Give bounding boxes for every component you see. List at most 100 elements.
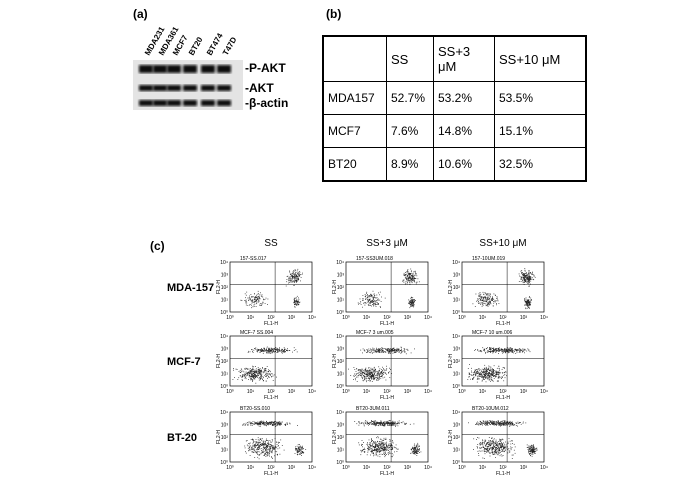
- dot: [377, 303, 379, 304]
- dot: [476, 381, 478, 383]
- dot: [502, 423, 503, 425]
- dot: [380, 441, 382, 443]
- dot: [504, 371, 506, 373]
- dot: [367, 295, 368, 297]
- dot: [478, 295, 480, 296]
- dot: [410, 278, 412, 279]
- dot: [483, 371, 484, 373]
- dot: [479, 420, 481, 422]
- dot: [498, 449, 500, 451]
- dot: [483, 421, 485, 422]
- dot: [271, 449, 273, 451]
- dot: [484, 440, 486, 442]
- dot: [498, 377, 500, 379]
- dot: [490, 448, 492, 449]
- dot: [371, 445, 373, 446]
- x-tick-label: 10¹: [363, 389, 371, 395]
- dot: [368, 350, 370, 352]
- dot: [484, 368, 485, 369]
- dot: [248, 450, 250, 452]
- dot: [474, 369, 476, 371]
- dot: [367, 445, 368, 447]
- dot: [494, 421, 496, 423]
- dot: [277, 453, 278, 455]
- dot: [494, 424, 496, 425]
- dot: [269, 453, 270, 455]
- dot: [492, 372, 493, 374]
- dot: [492, 441, 494, 443]
- dot: [269, 421, 271, 423]
- dot: [391, 445, 393, 446]
- dot: [524, 270, 526, 272]
- dot: [376, 451, 378, 453]
- dot: [495, 447, 496, 449]
- dot: [524, 348, 526, 350]
- dot: [244, 300, 246, 301]
- dot: [411, 449, 412, 451]
- dot: [366, 352, 367, 353]
- dot: [387, 350, 389, 352]
- dot: [530, 301, 532, 303]
- y-tick-label: 10⁰: [336, 384, 344, 390]
- dot: [478, 375, 480, 377]
- dot: [369, 350, 371, 351]
- dot: [294, 300, 295, 301]
- dot: [264, 450, 266, 452]
- dot: [362, 298, 364, 300]
- dot: [479, 376, 480, 377]
- dot: [285, 285, 287, 287]
- dot: [526, 350, 528, 352]
- dot: [264, 453, 265, 455]
- dot: [251, 373, 253, 375]
- dot: [272, 446, 274, 448]
- dot: [490, 351, 491, 353]
- dot: [384, 447, 385, 449]
- plot-frame: [461, 261, 545, 313]
- dot: [254, 375, 256, 377]
- dot: [384, 447, 386, 448]
- dot: [295, 275, 297, 277]
- dot: [252, 448, 253, 450]
- dot: [467, 379, 469, 380]
- row-label: MDA-157: [167, 282, 214, 294]
- dot: [510, 446, 512, 448]
- dot: [411, 277, 413, 279]
- dot: [487, 375, 488, 377]
- x-tick-label: 10⁰: [342, 465, 350, 471]
- dot: [383, 448, 385, 450]
- dot: [358, 370, 360, 371]
- dot: [415, 447, 417, 448]
- dot: [281, 349, 283, 351]
- dot: [414, 450, 416, 452]
- dot: [260, 374, 261, 375]
- dot: [387, 449, 389, 451]
- dot: [410, 279, 412, 281]
- dot: [272, 449, 274, 450]
- dot: [264, 348, 265, 349]
- dot: [265, 370, 266, 372]
- dot: [255, 297, 257, 298]
- dot: [275, 446, 277, 448]
- dot: [272, 351, 274, 353]
- dot: [382, 352, 384, 353]
- dot: [379, 442, 381, 444]
- dot: [405, 348, 407, 350]
- dot: [487, 347, 488, 349]
- dot: [266, 423, 267, 424]
- dot: [495, 349, 496, 351]
- dot: [382, 350, 383, 351]
- dot: [297, 278, 299, 280]
- dot: [486, 446, 488, 448]
- dot: [477, 375, 478, 377]
- dot: [305, 449, 307, 450]
- dot: [377, 449, 379, 451]
- dot: [491, 423, 493, 425]
- dot: [367, 442, 368, 444]
- x-tick-label: 10¹: [247, 315, 255, 321]
- dot: [379, 376, 381, 377]
- dot: [487, 293, 489, 295]
- dot: [527, 301, 529, 303]
- dot: [530, 283, 531, 285]
- dot: [415, 451, 417, 453]
- dot: [414, 450, 415, 452]
